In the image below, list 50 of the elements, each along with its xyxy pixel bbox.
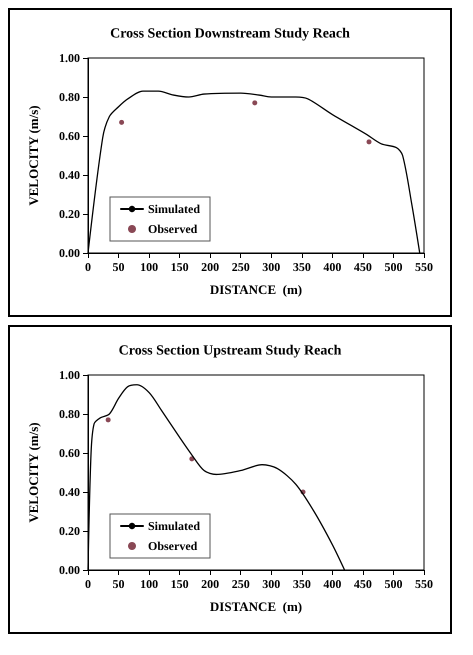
legend-label: Simulated	[148, 202, 200, 216]
y-tick-label: 1.00	[59, 368, 80, 382]
x-tick-label: 150	[170, 577, 189, 591]
y-tick-label: 0.60	[59, 129, 80, 143]
y-tick-label: 0.80	[59, 90, 80, 104]
y-tick-label: 0.00	[59, 563, 80, 577]
chart-title: Cross Section Downstream Study Reach	[110, 26, 350, 42]
x-tick-label: 350	[292, 260, 311, 274]
x-axis-title: DISTANCE (m)	[210, 282, 302, 297]
x-tick-label: 50	[112, 260, 125, 274]
y-tick-label: 0.80	[59, 407, 80, 421]
chart-title: Cross Section Upstream Study Reach	[118, 344, 342, 358]
y-tick-label: 0.00	[59, 246, 80, 260]
point	[252, 100, 258, 106]
y-tick-label: 0.40	[59, 485, 80, 499]
x-tick-label: 200	[201, 577, 220, 591]
y-tick-label: 0.60	[59, 446, 80, 460]
x-tick-label: 500	[384, 577, 402, 591]
x-tick-label: 200	[201, 260, 220, 274]
x-tick-label: 450	[354, 260, 372, 274]
point	[106, 417, 111, 422]
x-tick-label: 350	[292, 577, 311, 591]
legend-label: Observed	[148, 539, 198, 553]
x-tick-label: 150	[170, 260, 189, 274]
y-tick-label: 0.20	[59, 524, 80, 538]
x-tick-label: 0	[85, 260, 91, 274]
x-axis-title: DISTANCE (m)	[210, 599, 302, 614]
y-tick-label: 0.20	[59, 207, 80, 221]
x-tick-label: 250	[232, 577, 250, 591]
x-tick-label: 100	[140, 577, 158, 591]
x-tick-label: 450	[354, 577, 372, 591]
y-axis-title: VELOCITY (m/s)	[26, 105, 41, 206]
x-tick-label: 100	[140, 260, 158, 274]
x-tick-label: 300	[262, 260, 280, 274]
y-tick-label: 1.00	[59, 51, 80, 65]
x-tick-label: 550	[415, 260, 433, 274]
legend-label: Simulated	[148, 519, 200, 533]
x-tick-label: 50	[112, 577, 125, 591]
x-tick-label: 400	[323, 577, 342, 591]
x-tick-label: 500	[384, 260, 402, 274]
legend-label: Observed	[148, 222, 198, 236]
y-tick-label: 0.40	[59, 168, 80, 182]
x-tick-label: 0	[85, 577, 91, 591]
point	[366, 139, 372, 144]
y-axis-title: VELOCITY (m/s)	[26, 422, 41, 523]
x-tick-label: 400	[323, 260, 342, 274]
x-tick-label: 300	[262, 577, 280, 591]
x-tick-label: 550	[415, 577, 433, 591]
x-tick-label: 250	[232, 260, 250, 274]
point	[119, 120, 124, 125]
